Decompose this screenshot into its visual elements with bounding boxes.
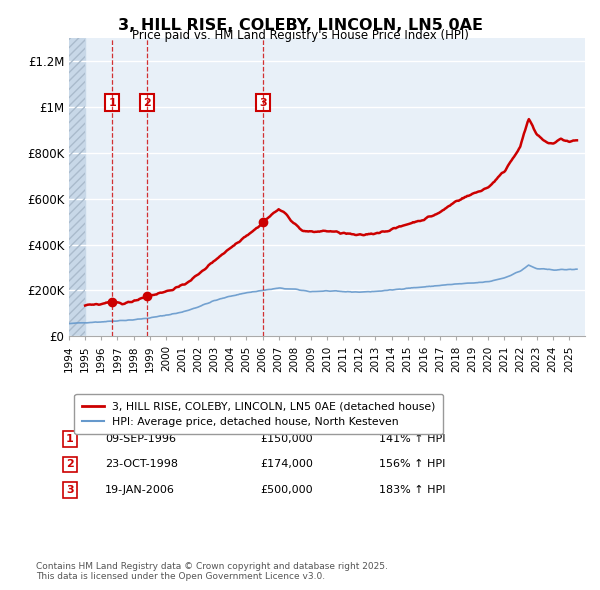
Text: Price paid vs. HM Land Registry's House Price Index (HPI): Price paid vs. HM Land Registry's House … [131, 30, 469, 42]
Text: 1: 1 [66, 434, 74, 444]
Text: 156% ↑ HPI: 156% ↑ HPI [379, 460, 445, 470]
Text: 23-OCT-1998: 23-OCT-1998 [105, 460, 178, 470]
Text: 1: 1 [109, 97, 116, 107]
Text: 19-JAN-2006: 19-JAN-2006 [105, 485, 175, 495]
Legend: 3, HILL RISE, COLEBY, LINCOLN, LN5 0AE (detached house), HPI: Average price, det: 3, HILL RISE, COLEBY, LINCOLN, LN5 0AE (… [74, 394, 443, 434]
Text: 3: 3 [66, 485, 74, 495]
Text: £174,000: £174,000 [260, 460, 313, 470]
Bar [69, 38, 85, 336]
Text: Contains HM Land Registry data © Crown copyright and database right 2025.
This d: Contains HM Land Registry data © Crown c… [36, 562, 388, 581]
Text: 2: 2 [66, 460, 74, 470]
Bar [69, 38, 85, 336]
Text: 183% ↑ HPI: 183% ↑ HPI [379, 485, 445, 495]
Text: 2: 2 [143, 97, 151, 107]
Text: £150,000: £150,000 [260, 434, 313, 444]
Text: £500,000: £500,000 [260, 485, 313, 495]
Text: 3: 3 [259, 97, 267, 107]
Text: 141% ↑ HPI: 141% ↑ HPI [379, 434, 445, 444]
Text: 3, HILL RISE, COLEBY, LINCOLN, LN5 0AE: 3, HILL RISE, COLEBY, LINCOLN, LN5 0AE [118, 18, 482, 32]
Text: 09-SEP-1996: 09-SEP-1996 [105, 434, 176, 444]
